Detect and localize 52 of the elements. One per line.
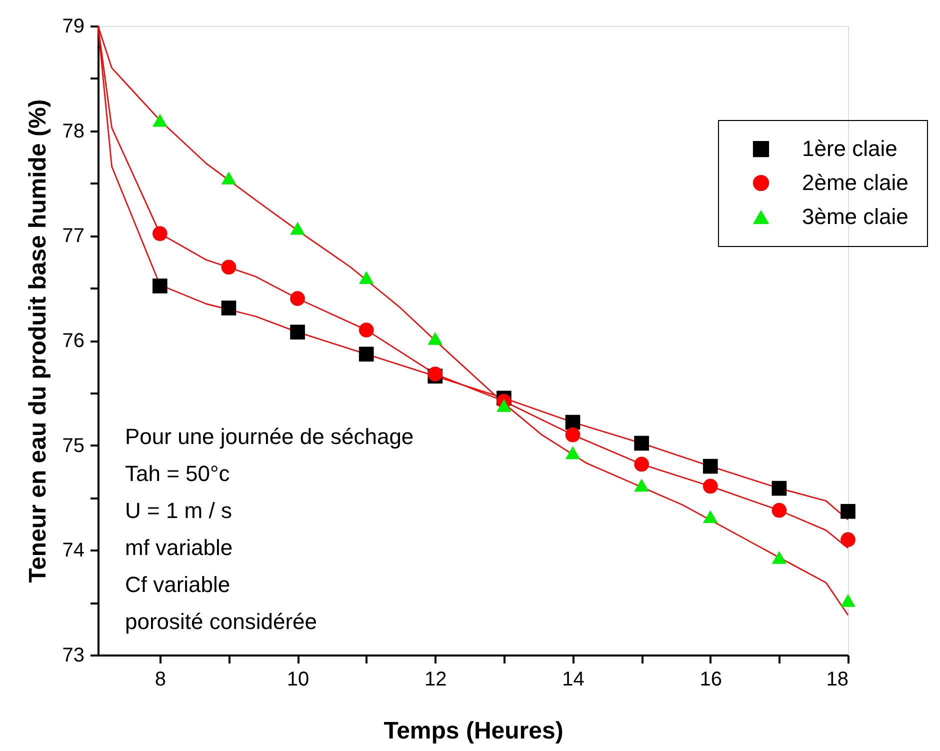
annotation: U = 1 m / s	[125, 498, 232, 523]
legend-label: 1ère claie	[802, 136, 898, 161]
x-tick-label: 16	[700, 668, 722, 690]
point	[221, 172, 236, 184]
point	[358, 322, 374, 338]
point	[565, 427, 580, 442]
point	[290, 222, 305, 235]
annotation: porosité considérée	[125, 609, 318, 634]
x-axis-title: Temps (Heures)	[384, 718, 564, 744]
x-tick-label: 12	[424, 668, 447, 690]
point	[634, 478, 649, 492]
point	[152, 278, 168, 294]
point	[290, 291, 305, 306]
annotation: mf variable	[125, 535, 233, 560]
point	[496, 399, 512, 412]
legend-label: 3ème claie	[802, 204, 908, 229]
point	[772, 502, 787, 518]
x-tick-label: 18	[826, 668, 848, 690]
y-axis-title: Teneur en eau du produit base humide (%)	[24, 99, 52, 583]
point	[702, 458, 718, 474]
x-tick-label: 14	[562, 668, 584, 690]
point	[840, 532, 856, 548]
point	[702, 510, 718, 524]
x-tick-label: 10	[286, 668, 310, 690]
point	[221, 260, 236, 275]
point	[772, 551, 787, 564]
annotation: Cf variable	[125, 572, 230, 597]
x-tick-label: 8	[154, 668, 166, 690]
point	[152, 114, 168, 127]
annotation: Tah = 50°c	[125, 461, 230, 486]
annotation: Pour une journée de séchage	[125, 424, 414, 449]
point	[634, 456, 649, 472]
y-tick-label: 75	[62, 434, 84, 457]
point	[290, 324, 305, 340]
legend-label: 2ème claie	[802, 170, 908, 195]
point	[840, 594, 856, 607]
point	[428, 332, 443, 345]
y-tick-label: 74	[62, 540, 84, 562]
point	[840, 504, 856, 519]
y-tick-label: 76	[62, 330, 84, 352]
point	[358, 271, 374, 284]
y-tick-label: 77	[62, 225, 84, 248]
y-tick-label: 78	[62, 120, 84, 142]
point	[221, 300, 236, 316]
point	[565, 446, 580, 460]
y-tick-label: 73	[62, 644, 84, 666]
point	[634, 436, 649, 451]
point	[152, 226, 168, 241]
point	[358, 346, 374, 362]
point	[772, 480, 787, 496]
point	[702, 478, 718, 494]
y-tick-label: 79	[62, 16, 84, 38]
